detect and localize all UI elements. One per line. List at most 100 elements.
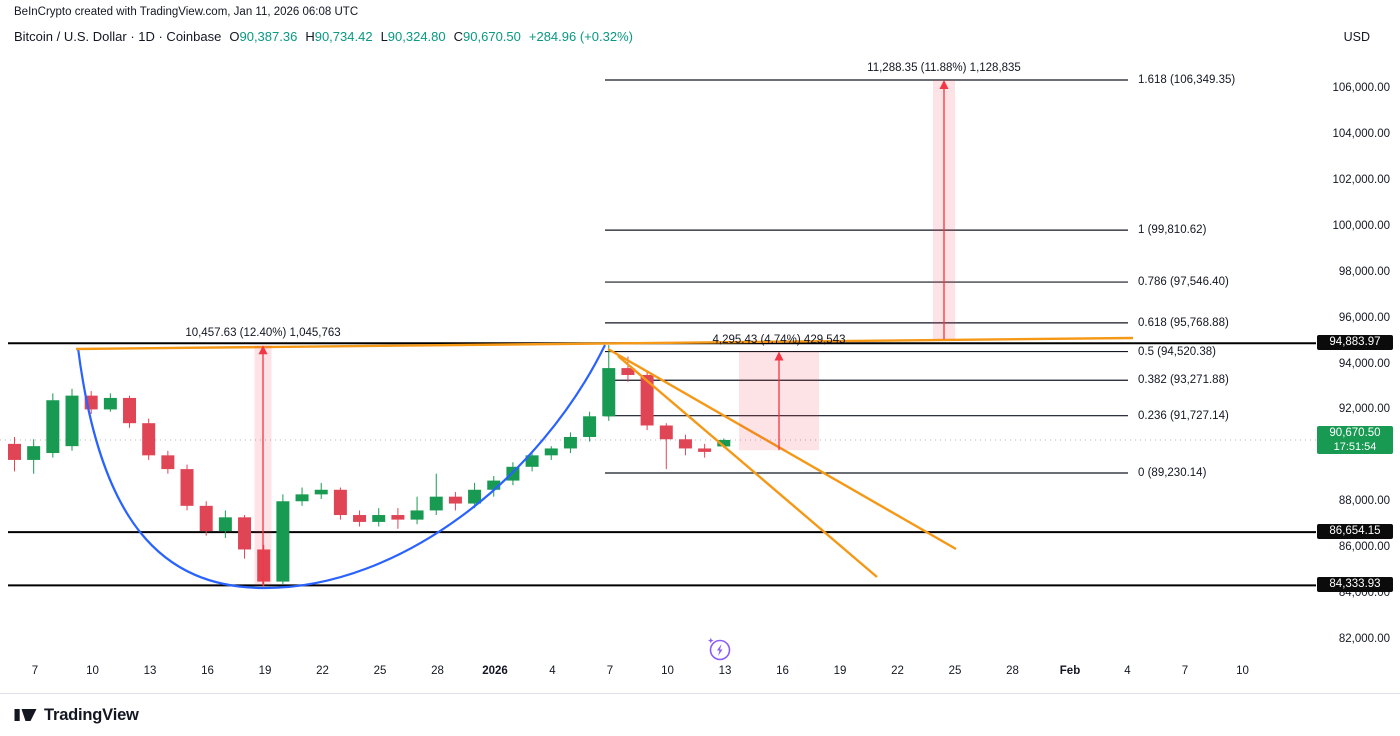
trendline-1[interactable] xyxy=(607,347,957,551)
candle-body xyxy=(602,368,616,417)
candle-35[interactable] xyxy=(678,434,692,456)
candle-29[interactable] xyxy=(563,432,577,454)
level-price-badge-2: 86,654.15 xyxy=(1317,524,1393,540)
candle-11[interactable] xyxy=(218,510,232,538)
candle-2[interactable] xyxy=(46,393,60,458)
price-tick-98,000.00: 98,000.00 xyxy=(1338,265,1390,278)
trendline-0[interactable] xyxy=(75,336,1134,351)
candle-body xyxy=(27,446,41,460)
candle-body xyxy=(391,515,405,520)
high-label: H xyxy=(305,29,315,44)
bar-countdown: 17:51:54 xyxy=(1333,440,1377,453)
candle-6[interactable] xyxy=(123,395,137,428)
level-price-badge-0: 94,883.97 xyxy=(1317,335,1393,351)
time-tick-15: 22 xyxy=(891,665,904,677)
candle-30[interactable] xyxy=(583,411,597,442)
candle-body xyxy=(65,395,79,447)
time-tick-18: Feb xyxy=(1059,665,1081,677)
time-tick-21: 10 xyxy=(1236,665,1249,677)
time-tick-19: 4 xyxy=(1124,665,1131,677)
candle-9[interactable] xyxy=(180,464,194,511)
candle-body xyxy=(487,480,501,490)
candle-body xyxy=(410,510,424,520)
candle-20[interactable] xyxy=(391,508,405,529)
time-tick-16: 25 xyxy=(948,665,962,677)
candle-body xyxy=(276,501,290,582)
candle-body xyxy=(314,489,328,495)
candle-8[interactable] xyxy=(161,450,175,474)
candle-28[interactable] xyxy=(544,446,558,460)
candle-body xyxy=(353,515,367,522)
candle-body xyxy=(583,416,597,437)
price-tick-86,000.00: 86,000.00 xyxy=(1338,541,1390,554)
candle-16[interactable] xyxy=(314,482,328,499)
time-tick-17: 28 xyxy=(1006,665,1019,677)
tradingview-logo[interactable]: TradingView xyxy=(14,705,139,725)
time-tick-20: 7 xyxy=(1181,665,1189,677)
candle-body xyxy=(525,455,539,467)
time-tick-2: 13 xyxy=(143,665,157,677)
price-tick-82,000.00: 82,000.00 xyxy=(1338,633,1390,645)
candle-body xyxy=(698,448,712,452)
candle-body xyxy=(621,368,635,375)
candle-21[interactable] xyxy=(410,496,424,525)
candle-25[interactable] xyxy=(487,475,501,497)
candle-31[interactable] xyxy=(602,345,616,421)
time-tick-9: 4 xyxy=(549,665,556,677)
measure-arrow-head-2 xyxy=(939,79,949,89)
time-tick-0: 7 xyxy=(31,665,39,677)
low-value: 90,324.80 xyxy=(387,29,446,44)
price-tick-106,000.00: 106,000.00 xyxy=(1332,82,1390,94)
candle-3[interactable] xyxy=(65,388,79,451)
price-tick-88,000.00: 88,000.00 xyxy=(1338,495,1390,508)
candle-12[interactable] xyxy=(238,515,252,559)
price-axis[interactable]: 106,000.00 104,000.00 102,000.00 100,000.00… xyxy=(1316,0,1400,692)
trendline-2[interactable] xyxy=(617,355,878,578)
measure-arrow-head-1 xyxy=(774,351,784,361)
candle-0[interactable] xyxy=(8,436,21,472)
time-tick-4: 19 xyxy=(258,665,272,677)
time-axis[interactable]: 7 10 13 16 19 22 25 28 2026 4 7 10 13 16 19 22 25 28 Feb 4 7… xyxy=(0,660,1316,692)
candle-19[interactable] xyxy=(372,508,386,527)
candle-22[interactable] xyxy=(429,473,443,516)
measure-arrow-head-0 xyxy=(258,345,268,355)
candle-body xyxy=(448,496,462,504)
candle-18[interactable] xyxy=(353,510,367,527)
candle-15[interactable] xyxy=(295,487,309,506)
candle-17[interactable] xyxy=(333,487,347,520)
candle-13[interactable] xyxy=(257,544,271,587)
candle-body xyxy=(333,489,347,516)
candle-7[interactable] xyxy=(142,418,156,460)
lightning-icon[interactable] xyxy=(706,636,732,662)
time-tick-12: 13 xyxy=(718,665,732,677)
symbol-info-bar[interactable]: Bitcoin / U.S. Dollar · 1D · Coinbase O9… xyxy=(14,29,633,44)
high-value: 90,734.42 xyxy=(314,29,373,44)
candle-body xyxy=(238,517,252,550)
candle-body xyxy=(8,443,21,460)
candle-body xyxy=(468,489,482,504)
candle-5[interactable] xyxy=(103,393,117,412)
candle-27[interactable] xyxy=(525,450,539,472)
currency-label: USD xyxy=(1343,30,1370,44)
candle-body xyxy=(717,439,731,447)
cup-pattern-curve[interactable] xyxy=(76,344,606,590)
candle-body xyxy=(295,494,309,502)
candle-body xyxy=(563,436,577,449)
candle-body xyxy=(678,439,692,449)
candle-14[interactable] xyxy=(276,494,290,584)
candle-10[interactable] xyxy=(199,501,213,536)
candle-36[interactable] xyxy=(698,443,712,458)
candle-1[interactable] xyxy=(27,439,41,474)
ohlc-open: O90,387.36 xyxy=(229,29,297,44)
price-tick-96,000.00: 96,000.00 xyxy=(1338,311,1390,324)
candle-body xyxy=(372,515,386,522)
candle-23[interactable] xyxy=(448,492,462,511)
ohlc-low: L90,324.80 xyxy=(381,29,446,44)
tradingview-logo-icon xyxy=(14,709,37,721)
candle-34[interactable] xyxy=(659,423,673,470)
candle-24[interactable] xyxy=(468,482,482,509)
symbol-title[interactable]: Bitcoin / U.S. Dollar · 1D · Coinbase xyxy=(14,29,222,44)
current-price-badge: 90,670.50 17:51:54 xyxy=(1317,425,1393,454)
